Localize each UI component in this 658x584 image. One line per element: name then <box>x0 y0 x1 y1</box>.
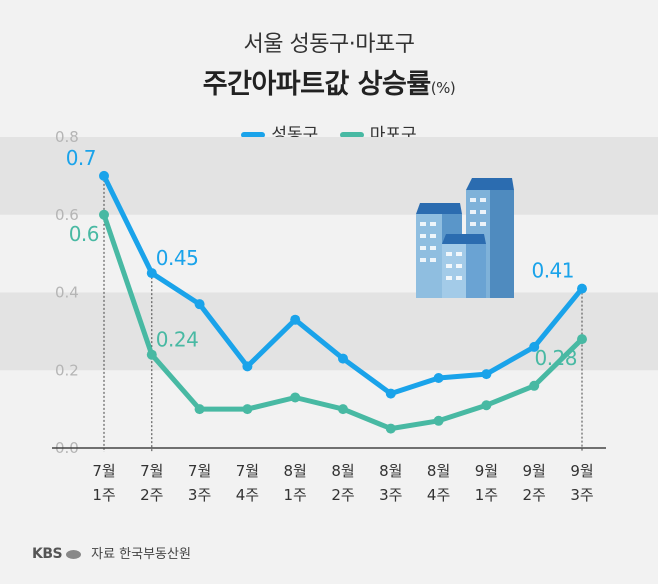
x-tick-label: 8월 <box>379 462 402 480</box>
data-point-mapo <box>194 404 205 415</box>
x-tick-label: 4주 <box>427 486 450 504</box>
data-point-seongdong <box>529 341 540 352</box>
legend-swatch-seongdong <box>241 132 266 138</box>
apartment-building-icon <box>416 178 514 298</box>
x-tick-label: 9월 <box>523 462 546 480</box>
data-point-mapo <box>577 334 587 345</box>
x-tick-label: 2주 <box>523 486 546 504</box>
data-point-mapo <box>242 404 253 415</box>
x-tick-label: 7월 <box>188 462 211 480</box>
y-tick-label: 0.4 <box>55 284 79 302</box>
x-tick-label: 2주 <box>331 486 354 504</box>
x-tick-label: 7월 <box>92 462 115 480</box>
data-label: 0.28 <box>534 346 577 370</box>
data-point-mapo <box>99 209 109 220</box>
legend-swatch-mapo <box>339 132 364 138</box>
x-tick-label: 9월 <box>475 462 498 480</box>
x-tick-label: 3주 <box>570 486 593 504</box>
data-point-seongdong <box>146 268 157 279</box>
data-point-seongdong <box>99 170 109 181</box>
data-point-mapo <box>338 404 348 415</box>
x-tick-label: 1주 <box>475 486 498 504</box>
y-tick-label: 0.2 <box>55 361 79 379</box>
chart-title-unit: (%) <box>430 79 456 97</box>
data-point-mapo <box>481 400 492 411</box>
data-point-seongdong <box>385 388 396 399</box>
data-point-mapo <box>433 415 444 426</box>
data-point-mapo <box>385 423 396 434</box>
data-point-mapo <box>290 392 301 403</box>
kbs-logo-mark-icon <box>66 550 82 559</box>
data-label: 0.45 <box>156 246 199 270</box>
chart-title-line1: 서울 성동구·마포구 <box>243 32 415 57</box>
data-point-seongdong <box>577 283 587 294</box>
x-tick-label: 1주 <box>92 486 115 504</box>
source-text: 자료 한국부동산원 <box>91 547 191 562</box>
series-points <box>99 170 587 434</box>
x-tick-label: 8월 <box>284 462 307 480</box>
x-tick-label: 8월 <box>331 462 354 480</box>
data-point-seongdong <box>433 373 444 384</box>
x-tick-label: 9월 <box>570 462 593 480</box>
x-axis-ticks: 7월 1주 7월 2주 7월 3주 7월 4주 8월 1주 8월 2주 8월 3주 8월 4주 9월 1주 9월 2주… <box>92 462 593 504</box>
source-footer: KBS 자료 한국부동산원 <box>32 543 191 562</box>
data-point-seongdong <box>194 299 205 310</box>
reference-lines <box>103 175 583 452</box>
data-label: 0.24 <box>156 328 199 352</box>
x-tick-label: 2주 <box>140 486 163 504</box>
data-point-mapo <box>146 349 157 360</box>
data-point-seongdong <box>242 361 253 372</box>
x-tick-label: 7월 <box>236 462 259 480</box>
grid-bands <box>0 137 658 371</box>
kbs-logo: KBS <box>32 546 63 562</box>
data-point-seongdong <box>481 369 492 380</box>
x-tick-label: 3주 <box>379 486 402 504</box>
data-point-mapo <box>529 380 540 391</box>
y-tick-label: 0.8 <box>55 128 79 146</box>
x-tick-label: 4주 <box>236 486 259 504</box>
x-tick-label: 3주 <box>188 486 211 504</box>
data-label: 0.41 <box>531 259 574 283</box>
x-tick-label: 7월 <box>140 462 163 480</box>
data-label: 0.7 <box>66 146 96 170</box>
chart-title-main: 주간아파트값 상승률 <box>202 69 431 100</box>
chart-title-line2: 주간아파트값 상승률(%) <box>0 62 658 101</box>
data-label: 0.6 <box>69 222 99 246</box>
y-tick-label: 0.6 <box>55 206 79 224</box>
data-point-seongdong <box>338 353 348 364</box>
x-tick-label: 1주 <box>284 486 307 504</box>
data-point-seongdong <box>290 314 301 325</box>
grid-band <box>0 137 658 215</box>
data-labels: 0.7 0.45 0.41 0.6 0.24 0.28 <box>66 146 578 370</box>
x-tick-label: 8월 <box>427 462 450 480</box>
